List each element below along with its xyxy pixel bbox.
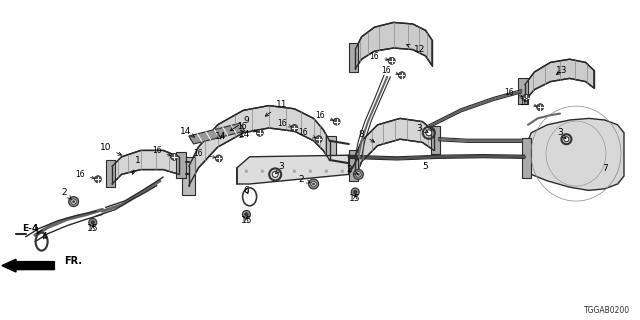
Circle shape [257,129,263,136]
Text: 15: 15 [241,216,252,225]
Circle shape [171,153,177,160]
Circle shape [95,176,101,183]
Circle shape [272,172,278,177]
Circle shape [243,211,250,219]
Text: 7: 7 [602,164,607,172]
Text: 8: 8 [359,130,374,142]
Polygon shape [326,136,336,166]
Circle shape [426,130,432,136]
Text: 15: 15 [349,194,361,203]
Text: 3: 3 [276,162,284,174]
Circle shape [291,124,298,132]
Text: 2: 2 [61,188,72,200]
Circle shape [277,170,280,173]
Circle shape [564,137,569,142]
Polygon shape [518,78,528,104]
Polygon shape [355,118,434,178]
Circle shape [537,104,543,111]
Circle shape [353,169,364,180]
Text: 5: 5 [423,162,428,171]
Text: 16: 16 [237,122,257,132]
Text: 16: 16 [152,146,171,156]
Text: FR.: FR. [64,256,82,266]
Circle shape [333,118,340,125]
Polygon shape [525,59,594,101]
Text: 1: 1 [132,156,140,174]
Text: 4: 4 [42,232,47,241]
Circle shape [316,136,322,143]
Circle shape [91,220,95,224]
Text: E-4: E-4 [22,224,39,233]
Text: TGGAB0200: TGGAB0200 [584,306,630,315]
Circle shape [351,188,359,196]
Circle shape [72,201,75,203]
Circle shape [388,57,395,64]
Polygon shape [189,123,245,144]
Text: 16: 16 [518,98,537,107]
Text: 16: 16 [276,119,292,128]
Circle shape [68,196,79,207]
Circle shape [309,170,312,173]
Text: 3: 3 [557,128,566,139]
Polygon shape [522,138,531,178]
Circle shape [89,218,97,227]
Text: 14: 14 [180,127,195,137]
Circle shape [308,179,319,189]
Circle shape [341,170,344,173]
Polygon shape [106,160,115,187]
Text: 16: 16 [381,66,399,75]
Text: 14: 14 [215,132,227,140]
Polygon shape [349,150,358,181]
Text: 16: 16 [75,170,95,179]
Polygon shape [189,106,330,186]
Polygon shape [349,43,358,72]
Polygon shape [176,152,186,178]
Text: 16: 16 [315,111,333,121]
Text: 16: 16 [504,88,523,97]
Circle shape [261,170,264,173]
Polygon shape [182,157,195,195]
FancyArrow shape [2,259,54,272]
Circle shape [523,94,529,101]
Text: 9: 9 [230,116,249,131]
Text: 13: 13 [556,66,568,75]
Text: 2: 2 [298,175,310,184]
Text: 16: 16 [369,52,388,60]
Text: 16: 16 [298,128,316,138]
Polygon shape [237,155,349,184]
Circle shape [216,155,222,162]
Text: 2: 2 [346,165,358,174]
Text: 12: 12 [406,44,425,54]
Polygon shape [355,22,432,69]
Circle shape [244,212,248,216]
Circle shape [71,199,76,204]
Text: 3: 3 [417,124,428,132]
Circle shape [399,72,405,79]
Circle shape [293,170,296,173]
Text: 16: 16 [193,149,216,158]
Text: 10: 10 [100,143,122,155]
Polygon shape [112,150,179,184]
Circle shape [353,190,357,194]
Circle shape [312,183,315,185]
Circle shape [357,173,360,175]
Circle shape [311,181,316,187]
Circle shape [356,172,361,177]
Circle shape [325,170,328,173]
Text: 15: 15 [87,224,99,233]
Text: 14: 14 [239,130,250,139]
Polygon shape [528,118,624,190]
Text: 6: 6 [244,186,249,195]
Text: 11: 11 [266,100,287,116]
Circle shape [245,170,248,173]
Polygon shape [431,126,440,154]
